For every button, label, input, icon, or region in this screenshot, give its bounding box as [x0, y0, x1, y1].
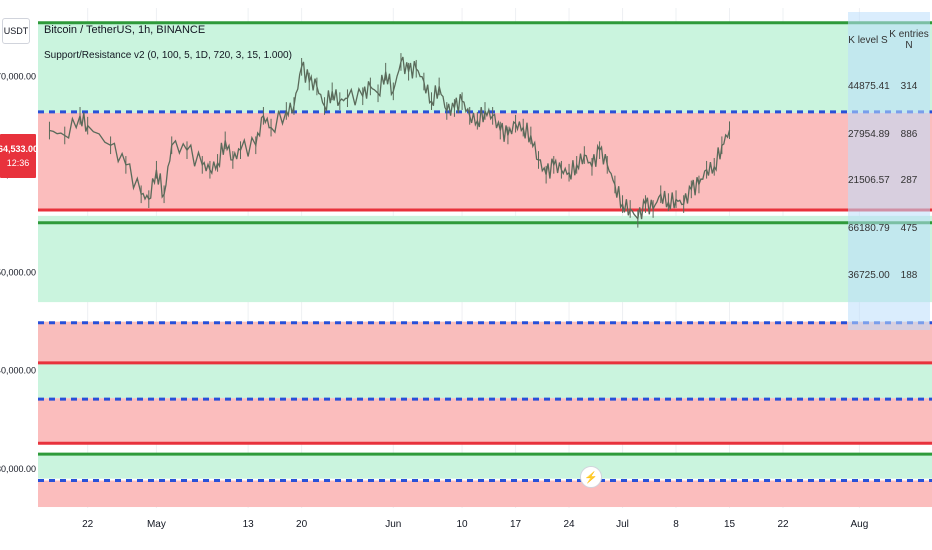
support-zone	[38, 453, 932, 479]
x-tick-label: Jul	[616, 519, 629, 530]
level-value: 27954.89	[848, 128, 890, 140]
last-price-badge: 64,533.00 12:36	[0, 134, 39, 178]
x-tick-label: 15	[724, 519, 736, 530]
x-tick-label: May	[147, 519, 166, 530]
x-tick-label: 13	[243, 519, 255, 530]
symbol-title: Bitcoin / TetherUS, 1h, BINANCE	[44, 24, 206, 36]
level-value: 36725.00	[848, 269, 890, 281]
level-table-row: 44875.41 314	[848, 76, 930, 96]
support-zone	[38, 215, 932, 303]
entries-value: 475	[900, 222, 918, 234]
level-table-row: 21506.57 287	[848, 170, 930, 190]
support-zone	[38, 22, 932, 113]
entries-value: 314	[900, 80, 918, 92]
y-tick-label: 30,000.00	[0, 464, 36, 474]
x-tick-label: 22	[82, 519, 94, 530]
x-tick-label: 10	[457, 519, 469, 530]
entries-value: 886	[900, 128, 918, 140]
x-tick-label: 24	[563, 519, 575, 530]
bar-countdown: 12:36	[6, 158, 30, 168]
level-table-row: 66180.79 475	[848, 218, 930, 238]
resistance-zone	[38, 480, 932, 508]
x-tick-label: 22	[777, 519, 789, 530]
indicator-label[interactable]: Support/Resistance v2 (0, 100, 5, 1D, 72…	[44, 50, 292, 61]
entries-value: 287	[900, 174, 918, 186]
level-value: 21506.57	[848, 174, 890, 186]
last-price: 64,533.00	[0, 144, 39, 154]
y-tick-label: 50,000.00	[0, 268, 36, 278]
price-series	[48, 53, 731, 228]
y-tick-label: 40,000.00	[0, 366, 36, 376]
x-axis-band	[0, 508, 932, 550]
y-axis: 30,000.0040,000.0050,000.0060,000.0070,0…	[0, 72, 36, 474]
resistance-zone	[38, 321, 932, 363]
x-tick-label: 8	[673, 519, 679, 530]
x-tick-label: 17	[510, 519, 522, 530]
sr-zones	[38, 22, 932, 508]
x-tick-label: Aug	[851, 519, 869, 530]
level-value: 66180.79	[848, 222, 890, 234]
sr-lines	[38, 21, 932, 483]
x-tick-label: 20	[296, 519, 308, 530]
entries-header: K entries N	[889, 29, 929, 51]
level-table-row: 27954.89 886	[848, 124, 930, 144]
level-value: 44875.41	[848, 80, 890, 92]
level-header: K level S	[848, 34, 888, 46]
y-tick-label: 70,000.00	[0, 72, 36, 82]
entries-value: 188	[900, 269, 918, 281]
currency-button[interactable]: USDT	[2, 18, 30, 44]
level-table-header: K level S K entries N	[848, 29, 930, 51]
level-table: K level S K entries N 44875.41 314 27954…	[848, 12, 930, 330]
support-zone	[38, 362, 932, 399]
lightning-icon[interactable]: ⚡	[580, 466, 602, 488]
x-axis: 22 May 13 20 Jun 10 17 24 Jul 8 15 22 Aug	[0, 508, 932, 550]
level-table-row: 36725.00 188	[848, 265, 930, 285]
resistance-zone	[38, 398, 932, 445]
resistance-zone	[38, 112, 932, 210]
x-tick-label: Jun	[385, 519, 401, 530]
